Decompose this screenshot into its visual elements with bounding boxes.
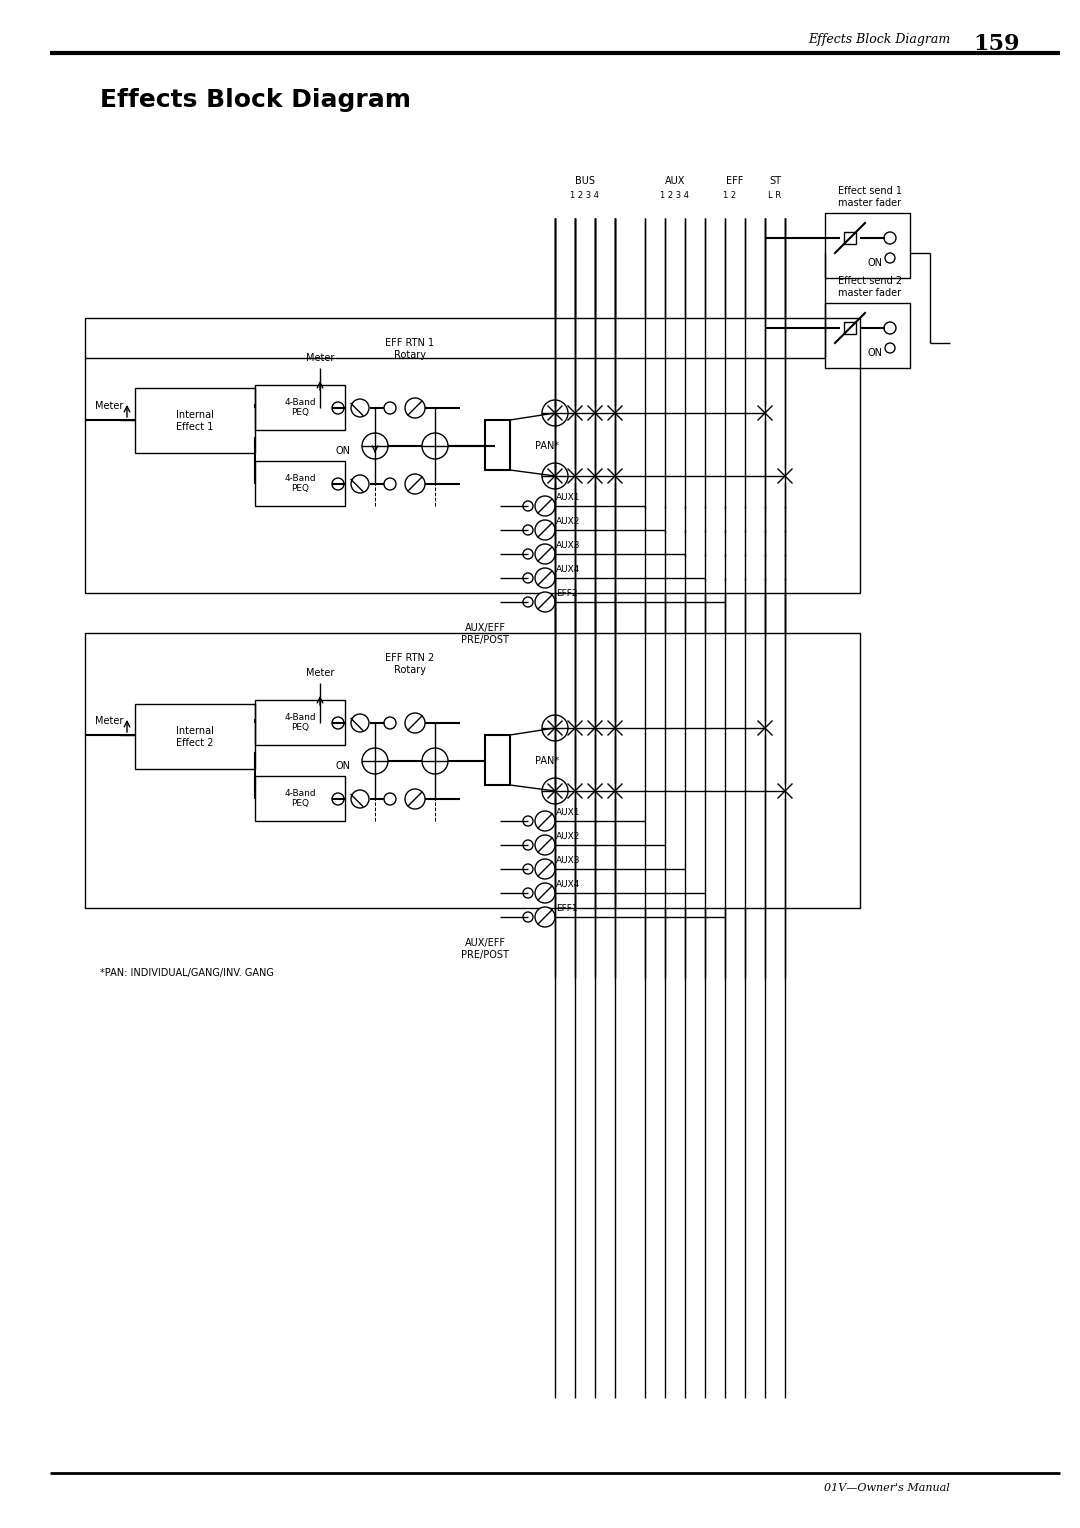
Text: EFF2: EFF2 — [556, 588, 578, 597]
Circle shape — [535, 497, 555, 516]
Bar — [485, 735, 510, 785]
Text: AUX3: AUX3 — [556, 856, 581, 865]
Circle shape — [351, 399, 369, 417]
Circle shape — [405, 788, 426, 808]
Text: 159: 159 — [973, 34, 1020, 55]
Bar — [825, 212, 910, 278]
Text: AUX3: AUX3 — [556, 541, 581, 550]
Circle shape — [362, 749, 388, 775]
Text: 4-Band
PEQ: 4-Band PEQ — [284, 474, 315, 494]
Text: BUS: BUS — [575, 176, 595, 186]
Circle shape — [535, 811, 555, 831]
Text: EFF: EFF — [727, 176, 744, 186]
Circle shape — [362, 432, 388, 458]
Text: 4-Band
PEQ: 4-Band PEQ — [284, 712, 315, 732]
Text: PAN*: PAN* — [535, 756, 559, 766]
Text: Effect send 2
master fader: Effect send 2 master fader — [838, 277, 902, 298]
Text: Effect send 1
master fader: Effect send 1 master fader — [838, 186, 902, 208]
Circle shape — [422, 432, 448, 458]
Text: ST: ST — [769, 176, 781, 186]
Circle shape — [535, 834, 555, 856]
Text: Meter: Meter — [306, 668, 334, 678]
Circle shape — [405, 397, 426, 419]
Bar — [85, 633, 860, 908]
Circle shape — [535, 544, 555, 564]
Circle shape — [351, 790, 369, 808]
Circle shape — [542, 715, 568, 741]
Text: AUX4: AUX4 — [556, 565, 580, 575]
Bar — [85, 318, 860, 593]
Text: ON: ON — [335, 761, 350, 772]
Circle shape — [535, 568, 555, 588]
Text: 1 2 3 4: 1 2 3 4 — [570, 191, 599, 200]
Bar — [485, 420, 510, 471]
Bar — [843, 322, 856, 335]
Text: Effects Block Diagram: Effects Block Diagram — [100, 89, 411, 112]
Circle shape — [405, 474, 426, 494]
Bar — [135, 388, 255, 452]
Text: 4-Band
PEQ: 4-Band PEQ — [284, 397, 315, 417]
Text: AUX/EFF
PRE/POST: AUX/EFF PRE/POST — [461, 938, 509, 960]
Text: 1 2 3 4: 1 2 3 4 — [661, 191, 689, 200]
Text: ON: ON — [867, 348, 882, 358]
Text: AUX/EFF
PRE/POST: AUX/EFF PRE/POST — [461, 623, 509, 645]
Circle shape — [422, 749, 448, 775]
Text: ON: ON — [867, 258, 882, 267]
Circle shape — [542, 778, 568, 804]
Bar — [255, 700, 345, 746]
Text: EFF RTN 1
Rotary: EFF RTN 1 Rotary — [386, 338, 434, 361]
Text: PAN*: PAN* — [535, 442, 559, 451]
Bar — [825, 303, 910, 368]
Bar — [255, 385, 345, 429]
Circle shape — [542, 400, 568, 426]
Text: Effects Block Diagram: Effects Block Diagram — [808, 34, 950, 46]
Text: Meter: Meter — [306, 353, 334, 364]
Text: 1 2: 1 2 — [724, 191, 737, 200]
Circle shape — [351, 475, 369, 494]
Text: *PAN: INDIVIDUAL/GANG/INV. GANG: *PAN: INDIVIDUAL/GANG/INV. GANG — [100, 969, 274, 978]
Text: AUX2: AUX2 — [556, 833, 580, 840]
Circle shape — [535, 908, 555, 927]
Text: Internal
Effect 2: Internal Effect 2 — [176, 726, 214, 747]
Circle shape — [542, 463, 568, 489]
Bar — [255, 461, 345, 506]
Bar — [255, 776, 345, 821]
Circle shape — [351, 714, 369, 732]
Text: L R: L R — [769, 191, 782, 200]
Text: EFF1: EFF1 — [556, 905, 578, 914]
Circle shape — [535, 520, 555, 539]
Text: AUX1: AUX1 — [556, 808, 581, 817]
Text: 01V—Owner's Manual: 01V—Owner's Manual — [824, 1484, 950, 1493]
Circle shape — [535, 859, 555, 879]
Text: EFF RTN 2
Rotary: EFF RTN 2 Rotary — [386, 654, 434, 675]
Circle shape — [405, 714, 426, 733]
Circle shape — [535, 883, 555, 903]
Circle shape — [535, 591, 555, 613]
Text: Internal
Effect 1: Internal Effect 1 — [176, 410, 214, 432]
Text: AUX4: AUX4 — [556, 880, 580, 889]
Text: Meter: Meter — [95, 400, 123, 411]
Text: AUX2: AUX2 — [556, 516, 580, 526]
Text: AUX: AUX — [665, 176, 685, 186]
Text: Meter: Meter — [95, 717, 123, 726]
Text: AUX1: AUX1 — [556, 494, 581, 503]
Text: 4-Band
PEQ: 4-Band PEQ — [284, 788, 315, 808]
Text: ON: ON — [335, 446, 350, 455]
Bar — [843, 232, 856, 244]
Bar — [135, 704, 255, 769]
